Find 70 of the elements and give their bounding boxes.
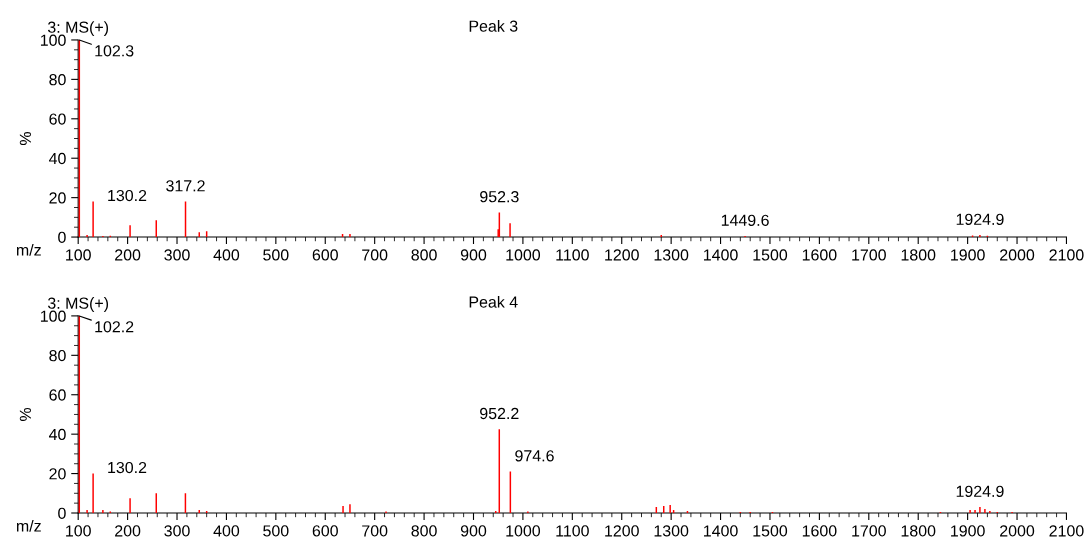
x-tick-label: 500 — [263, 249, 289, 261]
annotation: 102.3 — [95, 45, 134, 57]
x-tick-label: 700 — [362, 525, 388, 537]
x-tick-label: 1400 — [704, 525, 738, 537]
y-tick-label: 0 — [58, 231, 66, 243]
x-tick-label: 1700 — [852, 525, 886, 537]
x-tick-label: 1000 — [506, 249, 541, 261]
x-tick-label: 1900 — [951, 525, 985, 537]
x-tick-label: 300 — [164, 525, 190, 537]
y-tick-label: 100 — [40, 310, 66, 322]
y-tick-label: 60 — [49, 113, 66, 125]
x-tick-label: 1500 — [753, 249, 788, 261]
y-tick-label: 80 — [49, 349, 66, 362]
x-tick-label: 400 — [213, 249, 240, 261]
x-tick-label: 1100 — [556, 249, 589, 261]
y-tick-label: 80 — [49, 74, 66, 86]
x-tick-label: 1900 — [951, 249, 985, 261]
x-tick-label: 400 — [213, 525, 240, 537]
annotation: 1924.9 — [956, 485, 1004, 497]
x-tick-label: 700 — [362, 249, 388, 261]
x-tick-label: 200 — [115, 249, 141, 261]
x-tick-label: 1300 — [654, 525, 689, 537]
annotation: 952.3 — [480, 191, 519, 203]
x-tick-label: 1200 — [605, 249, 639, 261]
y-tick-label: 60 — [49, 389, 66, 401]
chart-title: Peak 4 — [469, 295, 518, 308]
x-tick-label: 900 — [460, 525, 487, 537]
x-tick-label: 600 — [312, 249, 338, 261]
x-tick-label: 2100 — [1049, 249, 1084, 261]
x-tick-label: 1200 — [605, 525, 639, 537]
annotation: 130.2 — [108, 189, 147, 202]
annotation: 317.2 — [166, 180, 205, 192]
x-tick-label: 500 — [263, 525, 289, 537]
x-tick-label: 1800 — [901, 525, 936, 537]
annotation: 974.6 — [515, 450, 554, 462]
x-tick-label: 600 — [312, 525, 338, 537]
y-tick-label: 40 — [48, 428, 66, 441]
y-axis-title: % — [19, 407, 31, 421]
x-tick-label: 1300 — [654, 249, 689, 261]
y-tick-label: 20 — [49, 192, 66, 204]
x-tick-label: 800 — [411, 525, 437, 537]
annotation: 102.2 — [95, 321, 134, 333]
x-tick-label: 300 — [164, 249, 190, 261]
x-tick-label: 1000 — [506, 525, 541, 537]
y-axis-title: % — [19, 131, 31, 146]
x-tick-label: 1100 — [556, 525, 589, 537]
x-tick-label: 1500 — [753, 525, 788, 537]
y-tick-label: 0 — [58, 507, 66, 519]
annotation: 1924.9 — [956, 213, 1004, 225]
x-tick-label: 1400 — [704, 249, 738, 261]
annotation: 1449.6 — [721, 214, 769, 226]
y-tick-label: 40 — [48, 152, 66, 165]
x-tick-label: 1600 — [802, 525, 837, 537]
x-axis-title: m/z — [16, 519, 41, 532]
x-tick-label: 200 — [115, 525, 141, 537]
x-tick-label: 2100 — [1049, 525, 1084, 537]
x-tick-label: 100 — [66, 249, 91, 261]
x-tick-label: 2000 — [1000, 525, 1035, 537]
y-tick-label: 20 — [49, 468, 66, 480]
annotation: 130.2 — [108, 461, 147, 474]
x-tick-label: 1800 — [901, 249, 936, 261]
x-tick-label: 1700 — [852, 249, 886, 261]
x-tick-label: 100 — [66, 525, 91, 537]
x-tick-label: 2000 — [1000, 249, 1035, 261]
x-tick-label: 1600 — [802, 249, 837, 261]
annotation: 952.2 — [480, 407, 519, 420]
x-axis-title: m/z — [16, 243, 41, 256]
x-tick-label: 800 — [411, 249, 437, 261]
chart-title: Peak 3 — [469, 20, 518, 32]
x-tick-label: 900 — [460, 249, 487, 261]
